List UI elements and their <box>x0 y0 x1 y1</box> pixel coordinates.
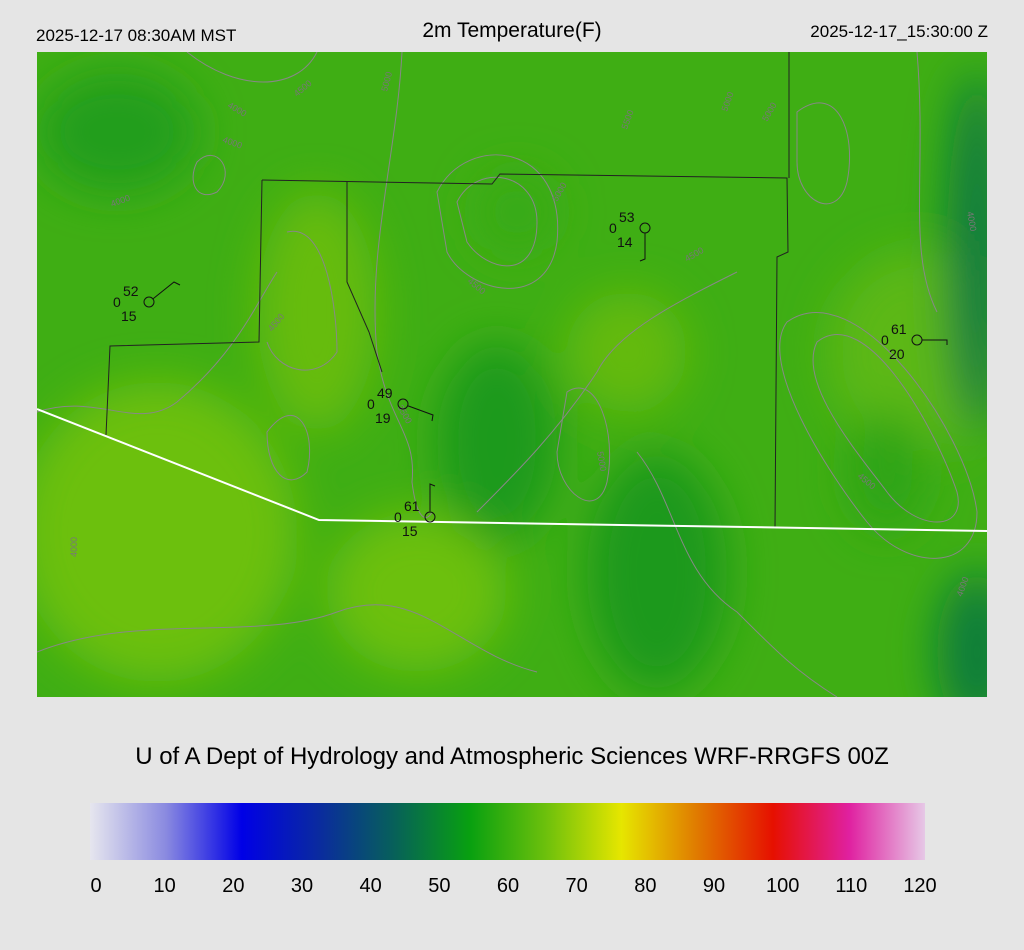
contour-label: 4000 <box>69 537 79 557</box>
wind-barb <box>152 281 181 299</box>
contour-label: 5000 <box>595 451 608 472</box>
colorbar-tick-label: 120 <box>903 875 937 897</box>
station-circle <box>639 222 651 234</box>
colorbar-tick-label: 110 <box>835 875 868 897</box>
station-precip: 0 <box>394 509 402 525</box>
station-plot: 53 0 14 <box>609 209 651 262</box>
station-temperature: 61 <box>404 498 420 514</box>
colorbar-tick-label: 30 <box>290 875 314 897</box>
colorbar-tick-label: 50 <box>428 875 451 897</box>
station-dewpoint: 15 <box>121 308 137 324</box>
wind-barb <box>407 405 434 422</box>
station-plot: 61 0 15 <box>394 483 436 539</box>
colorbar-tick-label: 70 <box>565 875 588 897</box>
station-plot: 61 0 20 <box>881 321 948 362</box>
colorbar-tick-label: 20 <box>222 875 245 897</box>
contour-label: 4000 <box>965 211 978 232</box>
station-temperature: 49 <box>377 385 393 401</box>
colorbar-tick-label: 60 <box>496 875 520 897</box>
wind-barb <box>639 233 646 262</box>
station-circle <box>143 296 155 308</box>
wind-barb <box>922 339 948 345</box>
station-circle <box>397 398 409 410</box>
local-time: 2025-12-17 08:30AM MST <box>36 26 237 45</box>
station-precip: 0 <box>609 220 617 236</box>
colorbar-tick-label: 100 <box>765 875 800 897</box>
station-plot: 49 0 19 <box>367 385 434 426</box>
elevation-contours <box>37 52 978 697</box>
station-precip: 0 <box>367 396 375 412</box>
station-temperature: 53 <box>619 209 635 225</box>
station-plot: 52 0 15 <box>113 281 181 324</box>
colorbar-tick-label: 80 <box>634 875 657 897</box>
colorbar-tick-label: 0 <box>90 875 102 897</box>
credit-line: U of A Dept of Hydrology and Atmospheric… <box>135 743 889 770</box>
colorbar <box>90 803 925 860</box>
station-plots: 52 0 15 53 0 14 49 0 19 61 0 15 61 0 20 <box>113 209 948 539</box>
county-borders <box>105 52 790 528</box>
station-dewpoint: 20 <box>889 346 905 362</box>
station-dewpoint: 15 <box>402 523 418 539</box>
station-dewpoint: 19 <box>375 410 391 426</box>
station-temperature: 52 <box>123 283 139 299</box>
temperature-field <box>37 72 987 697</box>
station-dewpoint: 14 <box>617 234 633 250</box>
colorbar-tick-label: 40 <box>359 875 382 897</box>
station-temperature: 61 <box>891 321 907 337</box>
station-circle <box>911 334 923 346</box>
colorbar-tick-label: 90 <box>702 875 726 897</box>
utc-time: 2025-12-17_15:30:00 Z <box>810 22 988 41</box>
wind-barb <box>429 483 436 512</box>
map-title: 2m Temperature(F) <box>422 19 602 42</box>
station-precip: 0 <box>113 294 121 310</box>
station-circle <box>424 511 436 523</box>
colorbar-tick-label: 10 <box>153 875 176 897</box>
station-precip: 0 <box>881 332 889 348</box>
state-border <box>37 408 987 532</box>
